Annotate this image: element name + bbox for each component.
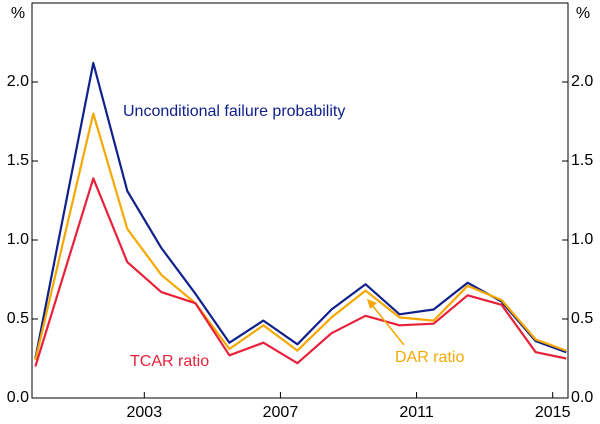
y-tick-label-left: 1.0 <box>7 231 29 248</box>
series-label: Unconditional failure probability <box>123 103 345 120</box>
y-unit-left: % <box>11 5 25 22</box>
y-unit-right: % <box>576 5 590 22</box>
y-tick-label-left: 1.5 <box>7 152 29 169</box>
y-tick-label-left: 0.5 <box>7 310 29 327</box>
x-tick-label: 2011 <box>399 404 434 421</box>
x-tick-label: 2015 <box>535 404 571 421</box>
series-label: TCAR ratio <box>130 353 209 370</box>
arrow-shaft <box>371 304 405 346</box>
y-tick-label-right: 2.0 <box>571 73 593 90</box>
y-tick-label-right: 1.5 <box>571 152 593 169</box>
y-tick-label-right: 0.5 <box>571 310 593 327</box>
series-label: DAR ratio <box>395 349 464 366</box>
series-line <box>34 112 567 361</box>
y-tick-label-right: 1.0 <box>571 231 593 248</box>
series-line <box>34 177 567 367</box>
plot-frame <box>31 2 569 399</box>
x-tick-label: 2003 <box>127 404 163 421</box>
y-tick-label-left: 2.0 <box>7 73 29 90</box>
x-tick-label: 2007 <box>263 404 299 421</box>
arrow-head <box>367 299 377 309</box>
y-tick-label-right: 0.0 <box>571 389 593 406</box>
y-tick-label-left: 0.0 <box>7 389 29 406</box>
